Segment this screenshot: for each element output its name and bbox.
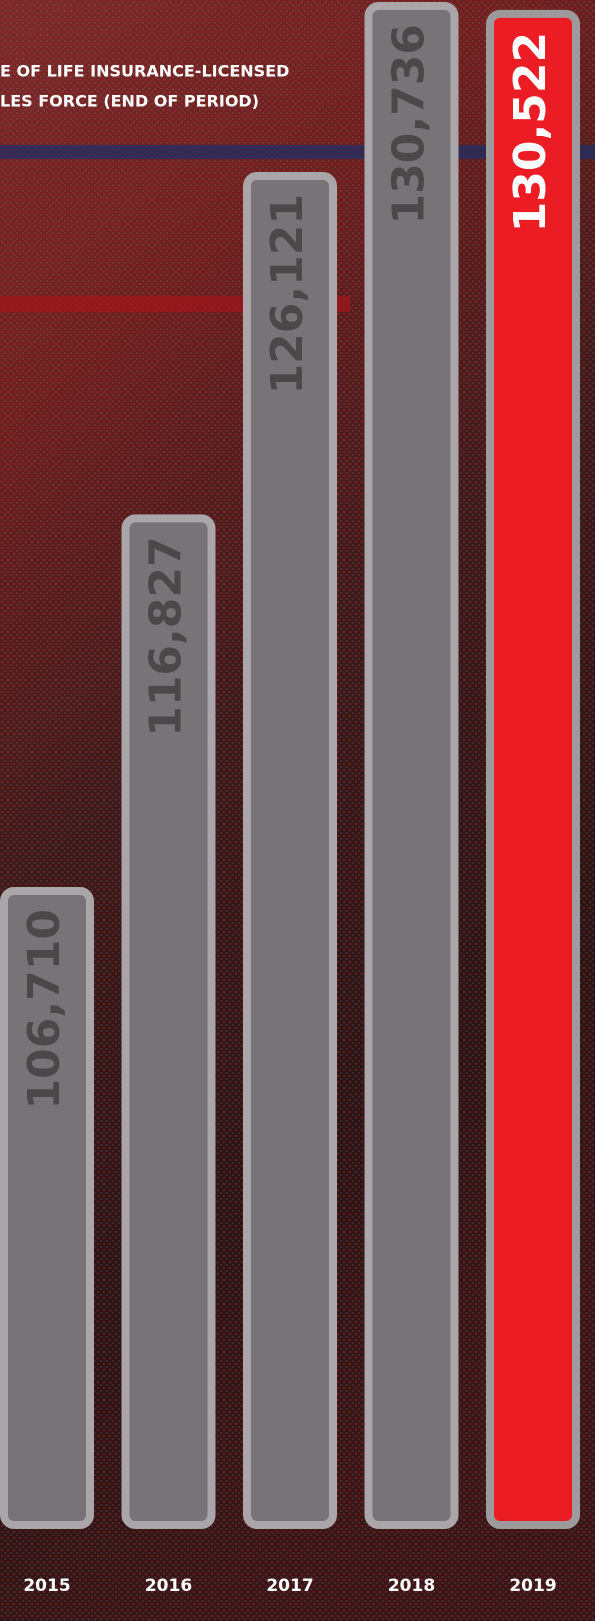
x-tick-label: 2017 (266, 1576, 313, 1596)
x-tick-label: 2018 (388, 1576, 435, 1596)
bar (364, 2, 459, 1530)
bar (0, 887, 94, 1529)
x-tick-label: 2015 (23, 1576, 70, 1596)
value-label: 130,736 (384, 24, 435, 224)
bar (121, 514, 216, 1529)
chart-title: E OF LIFE INSURANCE-LICENSED (0, 62, 289, 81)
value-label: 126,121 (262, 194, 313, 394)
x-tick-label: 2019 (509, 1576, 556, 1596)
x-tick-label: 2016 (145, 1576, 192, 1596)
value-label: 130,522 (505, 32, 556, 232)
chart-title: LES FORCE (END OF PERIOD) (0, 92, 259, 111)
bar (486, 9, 580, 1529)
value-label: 116,827 (141, 536, 192, 736)
bar (243, 172, 337, 1529)
value-label: 106,710 (19, 909, 70, 1109)
